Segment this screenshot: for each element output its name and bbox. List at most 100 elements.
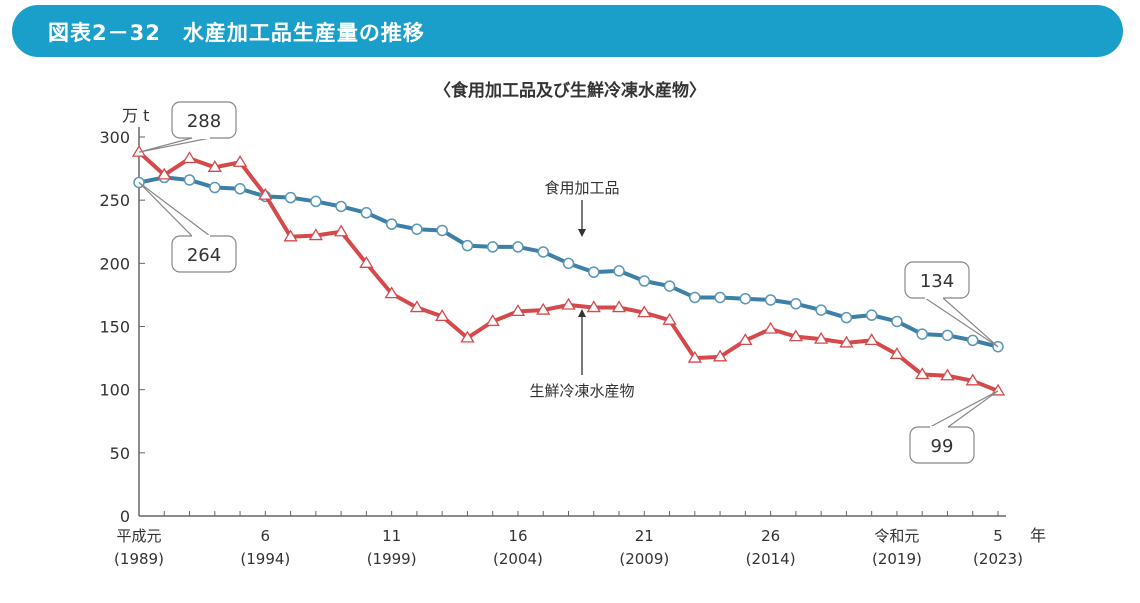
data-point-triangle bbox=[409, 300, 425, 313]
x-tick-label-era: 令和元 bbox=[874, 527, 919, 545]
data-point-triangle bbox=[333, 224, 349, 237]
x-tick-label-year: (1989) bbox=[114, 550, 164, 568]
data-point-triangle bbox=[207, 160, 222, 172]
data-point-triangle bbox=[788, 329, 804, 342]
data-point-triangle bbox=[359, 256, 374, 268]
data-point-triangle bbox=[586, 300, 601, 313]
data-point-triangle bbox=[662, 312, 677, 325]
data-point-circle bbox=[436, 224, 448, 237]
data-point-circle bbox=[310, 195, 322, 208]
y-tick-label: 0 bbox=[120, 507, 130, 526]
data-point-circle bbox=[537, 246, 549, 258]
x-axis-label: 年 bbox=[1030, 526, 1046, 545]
data-point-circle bbox=[764, 294, 777, 306]
callout-pointer bbox=[138, 182, 211, 237]
y-tick-label: 50 bbox=[110, 444, 130, 463]
x-tick-label-year: (2014) bbox=[746, 550, 796, 568]
data-point-circle bbox=[638, 275, 651, 287]
data-point-triangle bbox=[485, 314, 500, 327]
data-point-triangle bbox=[435, 309, 450, 322]
data-point-triangle bbox=[536, 302, 551, 315]
data-point-circle bbox=[411, 223, 423, 235]
data-point-triangle bbox=[182, 151, 197, 164]
x-tick-label-year: (2004) bbox=[493, 550, 543, 568]
data-point-circle bbox=[613, 265, 625, 277]
x-tick-label-year: (2019) bbox=[872, 550, 922, 568]
data-point-circle bbox=[360, 207, 373, 219]
data-point-triangle bbox=[864, 333, 879, 346]
arrowhead-frozen bbox=[578, 309, 586, 317]
data-point-circle bbox=[234, 183, 246, 195]
data-point-triangle bbox=[384, 286, 399, 299]
y-tick-label: 100 bbox=[99, 381, 130, 400]
data-point-circle bbox=[209, 181, 221, 194]
data-point-circle bbox=[916, 328, 928, 340]
data-point-triangle bbox=[965, 373, 980, 386]
data-point-circle bbox=[562, 257, 575, 270]
data-point-triangle bbox=[915, 367, 930, 380]
data-point-triangle bbox=[510, 304, 526, 316]
data-point-triangle bbox=[157, 167, 172, 180]
data-point-circle bbox=[663, 280, 676, 292]
x-tick-label-era: 5 bbox=[993, 527, 1003, 545]
x-tick-label-era: 6 bbox=[261, 527, 271, 545]
data-point-triangle bbox=[839, 335, 854, 348]
data-point-circle bbox=[865, 309, 878, 321]
x-tick-label-year: (1994) bbox=[240, 550, 290, 568]
data-point-triangle bbox=[308, 228, 324, 241]
data-point-triangle bbox=[637, 305, 652, 318]
data-point-triangle bbox=[889, 347, 905, 359]
x-tick-label-year: (1999) bbox=[367, 550, 417, 568]
y-tick-label: 150 bbox=[99, 318, 130, 337]
series-label-processed: 食用加工品 bbox=[544, 179, 619, 197]
x-tick-label-year: (2009) bbox=[619, 550, 669, 568]
callout-label: 134 bbox=[920, 271, 954, 292]
data-point-circle bbox=[790, 298, 802, 310]
data-point-circle bbox=[739, 292, 752, 305]
title-banner: 図表2－32 水産加工品生産量の推移 bbox=[12, 5, 1123, 57]
data-point-triangle bbox=[460, 330, 475, 343]
data-point-triangle bbox=[283, 229, 298, 242]
data-point-triangle bbox=[712, 349, 728, 362]
data-point-triangle bbox=[258, 187, 273, 200]
y-axis-label: 万 t bbox=[122, 106, 149, 125]
y-tick-label: 300 bbox=[99, 128, 130, 147]
data-point-circle bbox=[714, 291, 726, 304]
data-point-triangle bbox=[738, 333, 753, 346]
data-point-circle bbox=[840, 311, 853, 324]
data-point-circle bbox=[815, 304, 827, 316]
callout-label: 288 bbox=[187, 111, 221, 132]
data-point-triangle bbox=[232, 155, 248, 167]
callout-pointer bbox=[924, 297, 999, 348]
arrowhead-processed bbox=[578, 229, 586, 237]
data-point-triangle bbox=[763, 321, 778, 334]
x-tick-label-era: 26 bbox=[761, 527, 780, 545]
x-tick-label-era: 16 bbox=[508, 527, 527, 545]
data-point-triangle bbox=[611, 300, 627, 313]
series-label-frozen: 生鮮冷凍水産物 bbox=[529, 382, 634, 400]
data-point-circle bbox=[966, 334, 979, 347]
callout-label: 264 bbox=[187, 245, 221, 266]
data-point-circle bbox=[588, 266, 600, 278]
callout-pointer bbox=[929, 390, 999, 428]
data-point-circle bbox=[689, 291, 701, 304]
figure-title: 図表2－32 水産加工品生産量の推移 bbox=[48, 21, 425, 45]
x-tick-label-era: 平成元 bbox=[116, 527, 161, 545]
data-point-circle bbox=[486, 241, 499, 253]
callout-pointer bbox=[138, 137, 211, 153]
data-point-circle bbox=[891, 315, 903, 328]
data-point-circle bbox=[461, 239, 474, 252]
chart-title: 〈食用加工品及び生鮮冷凍水産物〉 bbox=[434, 80, 706, 101]
y-tick-label: 250 bbox=[99, 191, 130, 210]
data-point-triangle bbox=[940, 368, 955, 381]
data-point-triangle bbox=[687, 350, 702, 363]
data-point-triangle bbox=[561, 297, 576, 310]
data-point-triangle bbox=[813, 331, 829, 344]
callout-label: 99 bbox=[931, 436, 954, 457]
data-point-circle bbox=[335, 200, 347, 213]
y-tick-label: 200 bbox=[99, 254, 130, 273]
data-point-circle bbox=[512, 241, 524, 253]
x-tick-label-era: 21 bbox=[635, 527, 654, 545]
x-tick-label-era: 11 bbox=[382, 527, 401, 545]
